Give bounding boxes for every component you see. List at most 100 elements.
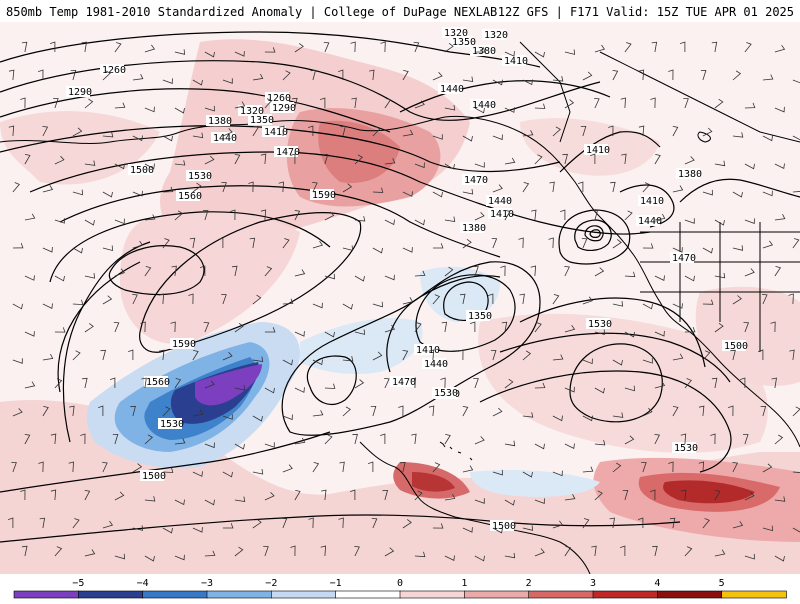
wind-barb [324, 383, 336, 389]
wind-barb [642, 243, 654, 249]
colorbar-tick-label: −3 [201, 578, 213, 589]
contour-label: 1530 [588, 319, 612, 330]
wind-barb [414, 322, 422, 333]
wind-barb [432, 294, 441, 305]
wind-barb [702, 247, 713, 254]
wind-barb [564, 49, 576, 55]
wind-barb [312, 462, 320, 473]
wind-barb [762, 463, 773, 473]
contour-label: 1290 [68, 87, 92, 98]
wind-barb [70, 69, 77, 81]
wind-barb [702, 350, 711, 361]
wind-barb [222, 414, 233, 420]
wind-barb [432, 134, 443, 140]
wind-barb [384, 378, 390, 389]
wind-barb [372, 126, 381, 137]
wind-barb [192, 79, 203, 86]
wind-barb [294, 387, 305, 393]
wind-barb [462, 188, 474, 195]
wind-barb [171, 265, 177, 277]
wind-barb [42, 406, 49, 417]
wind-barb [680, 433, 687, 445]
wind-barb [792, 79, 800, 84]
wind-barb [594, 267, 605, 277]
wind-barb [282, 414, 293, 421]
wind-barb [282, 464, 293, 473]
contour-label: 1530 [674, 443, 698, 454]
wind-barb [42, 246, 53, 253]
wind-barb [732, 191, 743, 198]
wind-barb [39, 517, 46, 529]
wind-barb [249, 237, 256, 249]
wind-barb [444, 42, 454, 53]
wind-barb [204, 442, 215, 449]
wind-barb [774, 434, 784, 445]
wind-barb [350, 489, 356, 500]
contour-label: 1350 [468, 311, 492, 322]
wind-barb [234, 443, 245, 450]
wind-barb [264, 47, 276, 53]
wind-barb [230, 209, 236, 221]
wind-barb [12, 408, 23, 417]
wind-barb [672, 247, 683, 253]
wind-barb [474, 47, 486, 53]
wind-barb [522, 350, 532, 361]
contour-label: 1470 [276, 147, 300, 158]
wind-barb [620, 97, 626, 109]
wind-barb [204, 51, 215, 58]
wind-barb [504, 378, 514, 389]
wind-barb [774, 496, 786, 502]
wind-barb [732, 521, 744, 529]
wind-barb [54, 218, 65, 224]
wind-barb [132, 525, 144, 531]
wind-barb [714, 272, 726, 279]
wind-barb [252, 518, 262, 529]
wind-barb [732, 132, 744, 138]
wind-barb [552, 520, 564, 529]
wind-barb [384, 158, 396, 165]
wind-barb [49, 41, 56, 52]
header-bar: 850mb Temp 1981-2010 Standardized Anomal… [0, 0, 800, 22]
wind-barb [402, 129, 414, 137]
wind-barb [432, 523, 444, 529]
wind-barb [792, 527, 800, 533]
contour-label: 1380 [472, 46, 496, 57]
wind-barb [54, 155, 65, 165]
wind-barb [114, 491, 125, 501]
wind-barb [432, 243, 444, 249]
wind-barb [162, 406, 171, 417]
wind-barb [504, 51, 515, 57]
colorbar-swatch [142, 590, 208, 599]
wind-barb [612, 359, 623, 366]
wind-barb [410, 377, 416, 389]
wind-barb [594, 44, 606, 53]
wind-barb [192, 409, 204, 417]
wind-barb [612, 70, 619, 81]
wind-barb [252, 356, 264, 362]
wind-barb [714, 98, 724, 109]
wind-barb [221, 182, 227, 193]
wind-barb [580, 125, 587, 137]
wind-barb [162, 527, 173, 534]
wind-barb [504, 157, 516, 165]
wind-barb [174, 107, 185, 114]
wind-barb [739, 377, 746, 388]
wind-barb [612, 412, 624, 418]
wind-barb [54, 546, 63, 557]
colorbar-swatch [464, 590, 530, 599]
wind-barb [222, 523, 234, 529]
wind-barb [774, 266, 782, 277]
wind-barb [294, 331, 305, 337]
wind-barb [411, 433, 417, 445]
wind-barb [564, 443, 575, 450]
wind-barb [650, 97, 656, 109]
wind-barb [652, 545, 658, 557]
contour-label: 1320 [240, 106, 264, 117]
wind-barb [24, 381, 36, 389]
contour-label: 1440 [488, 196, 512, 207]
colorbar-swatch [528, 590, 594, 599]
wind-barb [770, 321, 776, 333]
wind-barb [582, 466, 594, 473]
wind-barb [624, 210, 633, 221]
wind-barb [320, 545, 327, 557]
